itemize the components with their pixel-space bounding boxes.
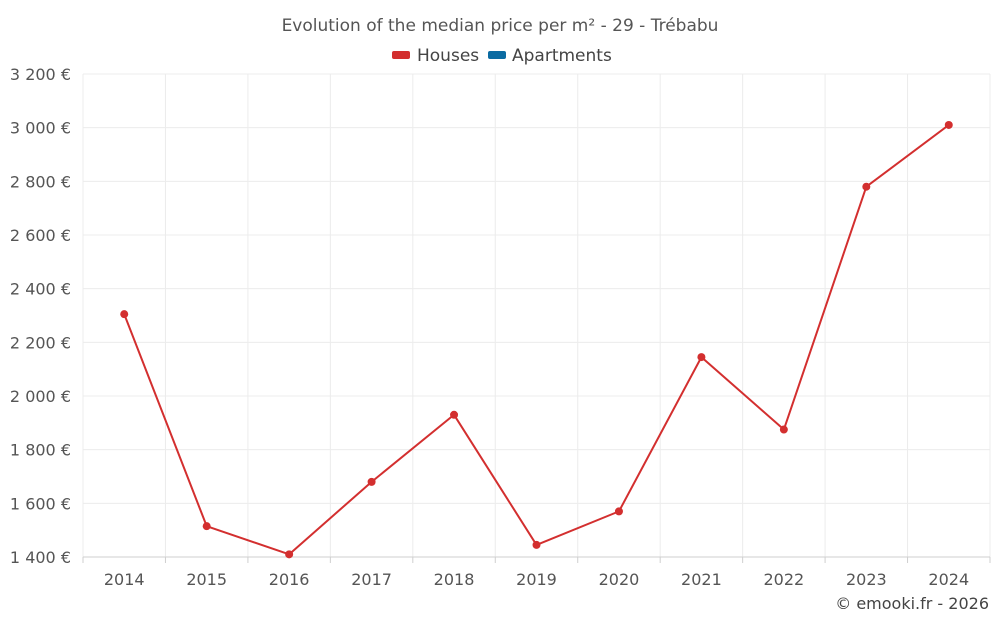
- x-tick-label: 2014: [104, 570, 145, 589]
- data-point-houses-2017[interactable]: [367, 477, 376, 486]
- legend-item-houses[interactable]: Houses: [392, 46, 479, 66]
- y-tick-label: 2 400 €: [10, 280, 71, 299]
- y-tick-label: 2 000 €: [10, 387, 71, 406]
- legend-swatch-apartments: [488, 51, 506, 59]
- x-tick-label: 2016: [269, 570, 310, 589]
- legend-label-apartments: Apartments: [512, 46, 612, 66]
- legend-swatch-houses: [392, 51, 410, 59]
- x-tick-label: 2024: [928, 570, 969, 589]
- data-point-houses-2024[interactable]: [944, 120, 953, 129]
- legend-item-apartments[interactable]: Apartments: [488, 46, 612, 66]
- data-point-houses-2015[interactable]: [202, 522, 211, 531]
- series-houses: [120, 120, 953, 559]
- x-tick-label: 2020: [599, 570, 640, 589]
- y-tick-label: 2 600 €: [10, 226, 71, 245]
- y-tick-label: 1 600 €: [10, 494, 71, 513]
- data-point-houses-2023[interactable]: [862, 182, 871, 191]
- y-tick-label: 2 800 €: [10, 172, 71, 191]
- x-axis-ticks: 2014 2015 2016 2017 2018 2019 2020 2021 2022 2023…: [82, 557, 991, 589]
- data-point-houses-2022[interactable]: [779, 425, 788, 434]
- data-point-houses-2014[interactable]: [120, 310, 129, 319]
- y-tick-label: 1 800 €: [10, 441, 71, 460]
- x-tick-label: 2017: [351, 570, 392, 589]
- grid: [82, 73, 991, 557]
- legend-label-houses: Houses: [417, 46, 479, 66]
- x-tick-label: 2021: [681, 570, 722, 589]
- data-point-houses-2021[interactable]: [697, 353, 706, 362]
- x-tick-label: 2018: [434, 570, 475, 589]
- legend: Houses Apartments: [392, 46, 612, 66]
- x-tick-label: 2019: [516, 570, 557, 589]
- data-point-houses-2018[interactable]: [450, 410, 459, 419]
- footer-credit: © emooki.fr - 2026: [835, 594, 989, 613]
- y-tick-label: 3 200 €: [10, 65, 71, 84]
- y-axis-ticks: 1 400 € 1 600 € 1 800 € 2 000 € 2 200 € 2 400…: [10, 65, 71, 567]
- x-tick-label: 2022: [764, 570, 805, 589]
- data-point-houses-2016[interactable]: [285, 550, 294, 559]
- y-tick-label: 2 200 €: [10, 333, 71, 352]
- x-tick-label: 2015: [186, 570, 227, 589]
- x-tick-label: 2023: [846, 570, 887, 589]
- y-tick-label: 3 000 €: [10, 119, 71, 138]
- y-tick-label: 1 400 €: [10, 548, 71, 567]
- data-point-houses-2020[interactable]: [614, 507, 623, 516]
- chart-title: Evolution of the median price per m² - 2…: [282, 16, 719, 36]
- data-point-houses-2019[interactable]: [532, 540, 541, 549]
